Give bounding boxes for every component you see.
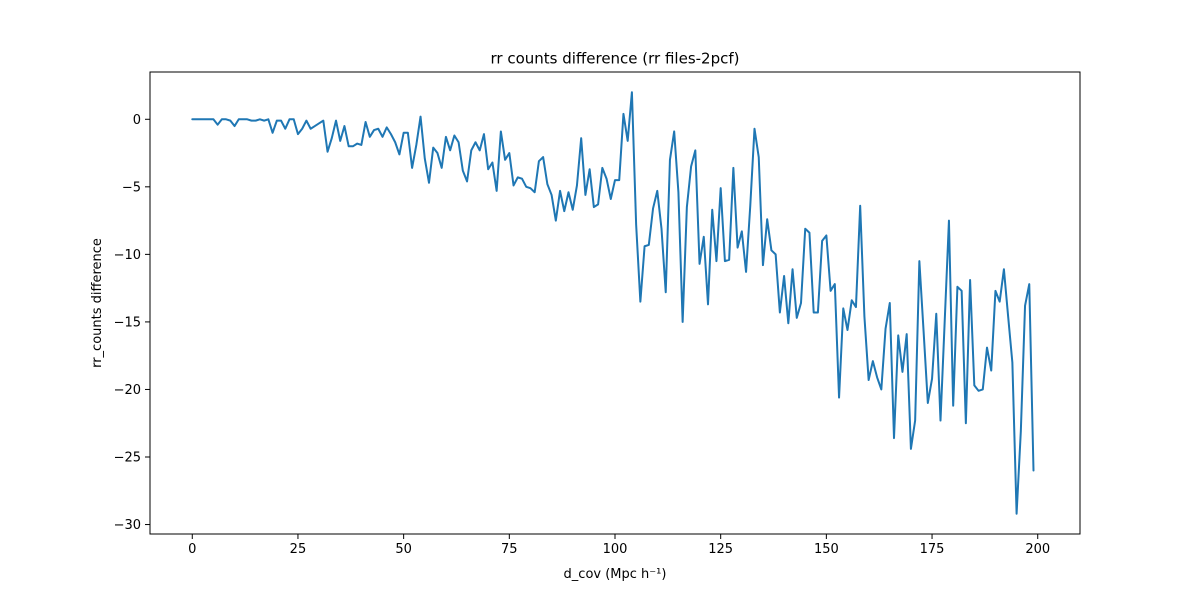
y-tick-label: −30 xyxy=(114,518,141,533)
chart-title: rr counts difference (rr files-2pcf) xyxy=(490,50,739,68)
y-axis-label: rr_counts difference xyxy=(90,238,105,368)
x-axis-label: d_cov (Mpc h⁻¹) xyxy=(564,567,667,582)
plot-frame xyxy=(149,71,1081,535)
x-axis-ticks: 0 25 50 75 100 125 150 175 200 xyxy=(188,534,1050,557)
y-tick-label: −20 xyxy=(114,383,141,398)
y-tick-label: −5 xyxy=(122,180,141,195)
x-tick-label: 25 xyxy=(290,542,307,557)
y-axis-ticks: 0 −5 −10 −15 −20 −25 −30 xyxy=(114,113,150,533)
y-tick-label: −15 xyxy=(114,315,141,330)
x-tick-label: 75 xyxy=(501,542,518,557)
x-tick-label: 50 xyxy=(395,542,412,557)
series-line xyxy=(191,91,1035,515)
y-tick-label: −10 xyxy=(114,248,141,263)
y-tick-label: 0 xyxy=(133,113,141,128)
x-tick-label: 200 xyxy=(1025,542,1050,557)
y-tick-label: −25 xyxy=(114,451,141,466)
x-tick-label: 100 xyxy=(603,542,628,557)
x-tick-label: 125 xyxy=(708,542,733,557)
x-tick-label: 0 xyxy=(188,542,196,557)
x-tick-label: 175 xyxy=(920,542,945,557)
x-tick-label: 150 xyxy=(814,542,839,557)
